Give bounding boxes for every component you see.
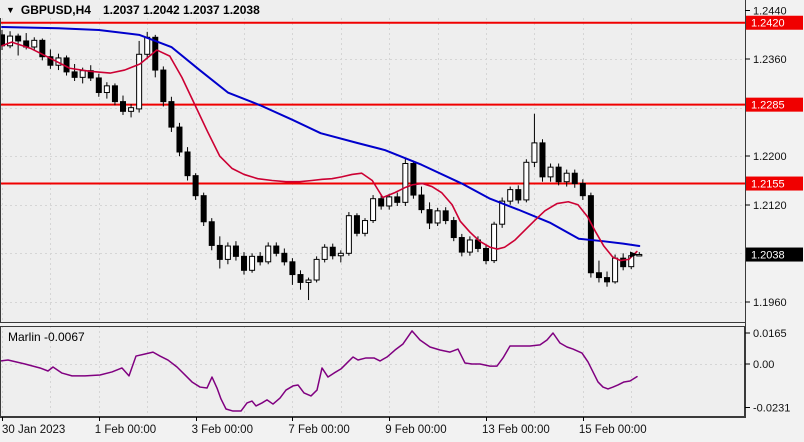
svg-text:1 Feb 00:00: 1 Feb 00:00 bbox=[95, 424, 156, 436]
candles-layer bbox=[0, 30, 643, 301]
svg-text:1.2200: 1.2200 bbox=[753, 151, 787, 163]
svg-text:0.0165: 0.0165 bbox=[753, 328, 787, 340]
svg-text:-0.0231: -0.0231 bbox=[753, 403, 790, 415]
svg-text:1.2420: 1.2420 bbox=[751, 18, 785, 30]
svg-text:1.1960: 1.1960 bbox=[753, 297, 787, 309]
ma-slow-blue-line bbox=[1, 25, 641, 248]
ohlc-readout: 1.2037 1.2042 1.2037 1.2038 bbox=[102, 3, 260, 17]
indicator-axis[interactable]: 0.0165 0.00 -0.0231 bbox=[745, 328, 790, 415]
chevron-down-icon[interactable]: ▼ bbox=[6, 5, 15, 15]
svg-text:7 Feb 00:00: 7 Feb 00:00 bbox=[288, 424, 349, 436]
symbol-title: GBPUSD,H4 bbox=[20, 3, 91, 17]
time-axis[interactable]: 30 Jan 2023 1 Feb 00:00 3 Feb 00:00 7 Feb 0… bbox=[2, 417, 647, 436]
marlin-line bbox=[0, 330, 638, 412]
price-axis[interactable]: 1.2440 1.2360 1.2200 1.2120 1.1960 1.2420 1.22… bbox=[745, 6, 803, 309]
current-price-marker bbox=[630, 251, 638, 258]
svg-text:1.2440: 1.2440 bbox=[753, 6, 787, 18]
svg-text:1.2120: 1.2120 bbox=[753, 200, 787, 212]
svg-text:1.2360: 1.2360 bbox=[753, 54, 787, 66]
pane-frames bbox=[0, 0, 746, 418]
svg-text:1.2155: 1.2155 bbox=[751, 179, 785, 191]
svg-text:15 Feb 00:00: 15 Feb 00:00 bbox=[579, 424, 647, 436]
svg-text:1.2038: 1.2038 bbox=[751, 250, 785, 262]
svg-text:1.2285: 1.2285 bbox=[751, 100, 785, 112]
svg-text:13 Feb 00:00: 13 Feb 00:00 bbox=[482, 424, 550, 436]
grid-layer bbox=[0, 18, 745, 417]
svg-text:3 Feb 00:00: 3 Feb 00:00 bbox=[192, 424, 253, 436]
svg-text:0.00: 0.00 bbox=[753, 359, 774, 371]
svg-text:30 Jan 2023: 30 Jan 2023 bbox=[2, 424, 65, 436]
svg-text:9 Feb 00:00: 9 Feb 00:00 bbox=[385, 424, 446, 436]
chart-title-bar: ▼ GBPUSD,H4 1.2037 1.2042 1.2037 1.2038 bbox=[6, 2, 260, 18]
indicator-label: Marlin -0.0067 bbox=[8, 330, 85, 344]
ma-fast-red-line bbox=[1, 41, 638, 262]
